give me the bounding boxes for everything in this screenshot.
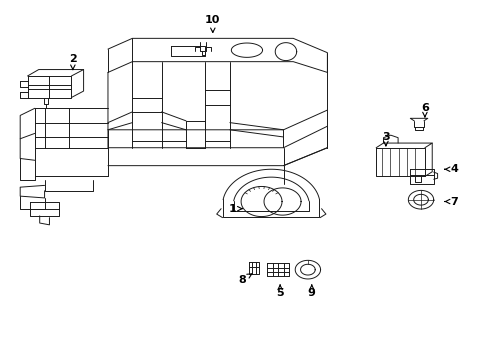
- Text: 2: 2: [69, 54, 77, 70]
- Text: 5: 5: [276, 285, 284, 298]
- Text: 3: 3: [381, 132, 389, 146]
- Text: 10: 10: [204, 15, 220, 32]
- Text: 4: 4: [444, 164, 457, 174]
- Text: 7: 7: [444, 197, 457, 207]
- Text: 8: 8: [238, 274, 251, 285]
- Text: 9: 9: [307, 285, 315, 298]
- Text: 1: 1: [228, 204, 242, 214]
- Text: 6: 6: [420, 103, 428, 117]
